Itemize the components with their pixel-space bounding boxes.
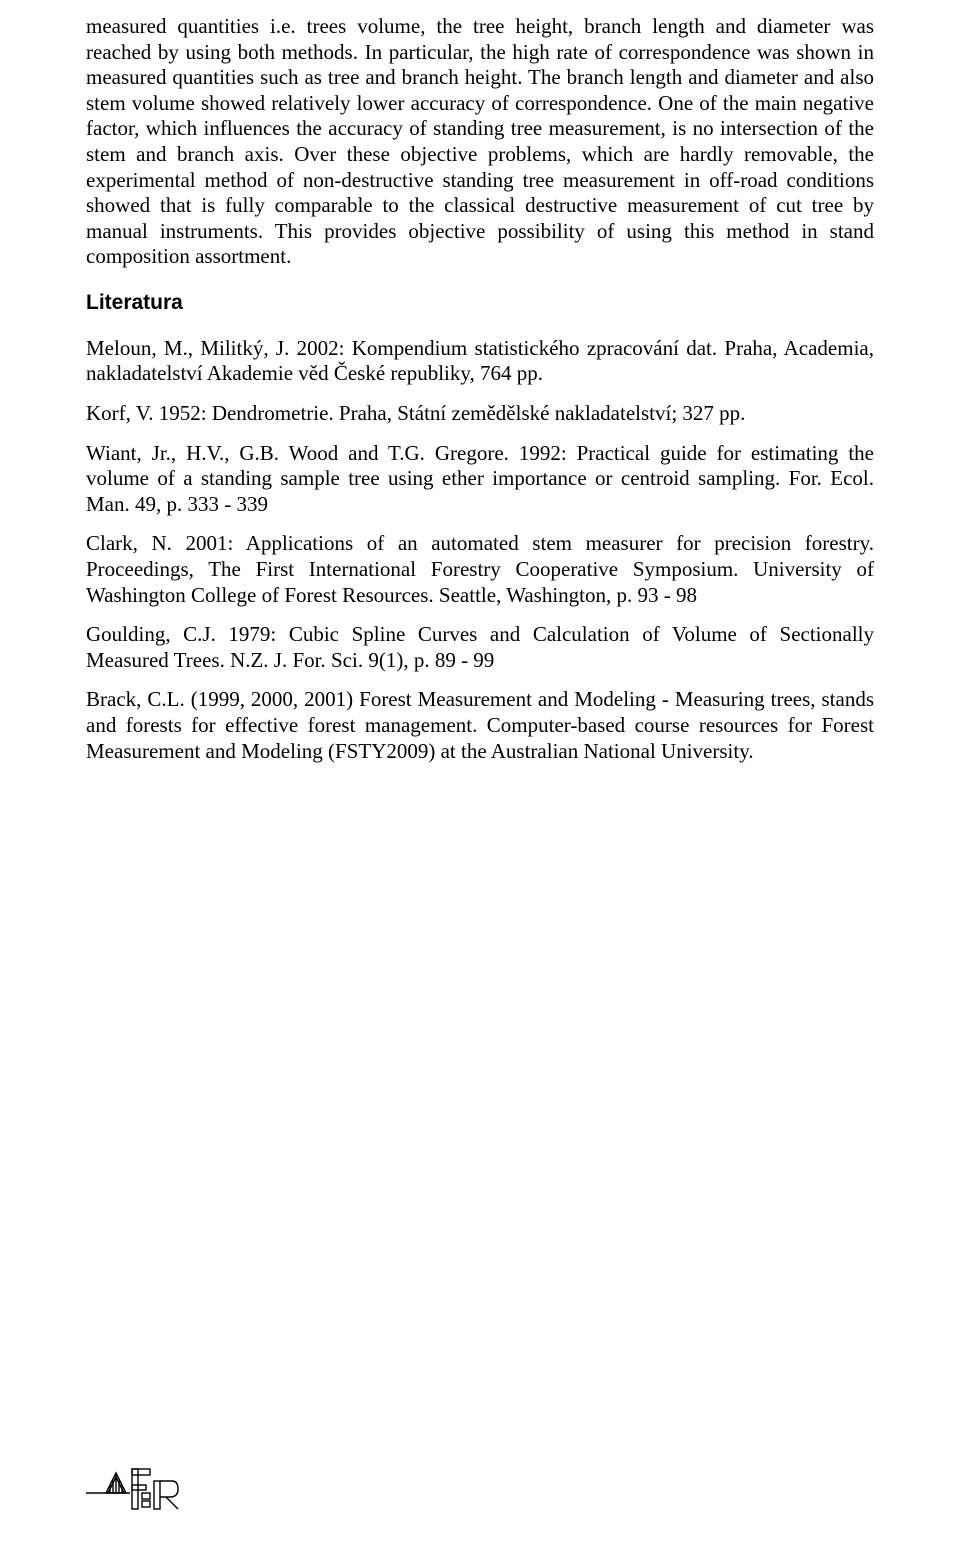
reference-item: Brack, C.L. (1999, 2000, 2001) Forest Me… — [86, 687, 874, 764]
reference-item: Clark, N. 2001: Applications of an autom… — [86, 531, 874, 608]
reference-item: Korf, V. 1952: Dendrometrie. Praha, Stát… — [86, 401, 874, 427]
body-paragraph: measured quantities i.e. trees volume, t… — [86, 14, 874, 270]
section-title-literatura: Literatura — [86, 290, 874, 316]
footer-logo-icon — [86, 1463, 182, 1519]
reference-item: Wiant, Jr., H.V., G.B. Wood and T.G. Gre… — [86, 441, 874, 518]
page: measured quantities i.e. trees volume, t… — [0, 0, 960, 1549]
reference-item: Meloun, M., Militký, J. 2002: Kompendium… — [86, 336, 874, 387]
reference-item: Goulding, C.J. 1979: Cubic Spline Curves… — [86, 622, 874, 673]
